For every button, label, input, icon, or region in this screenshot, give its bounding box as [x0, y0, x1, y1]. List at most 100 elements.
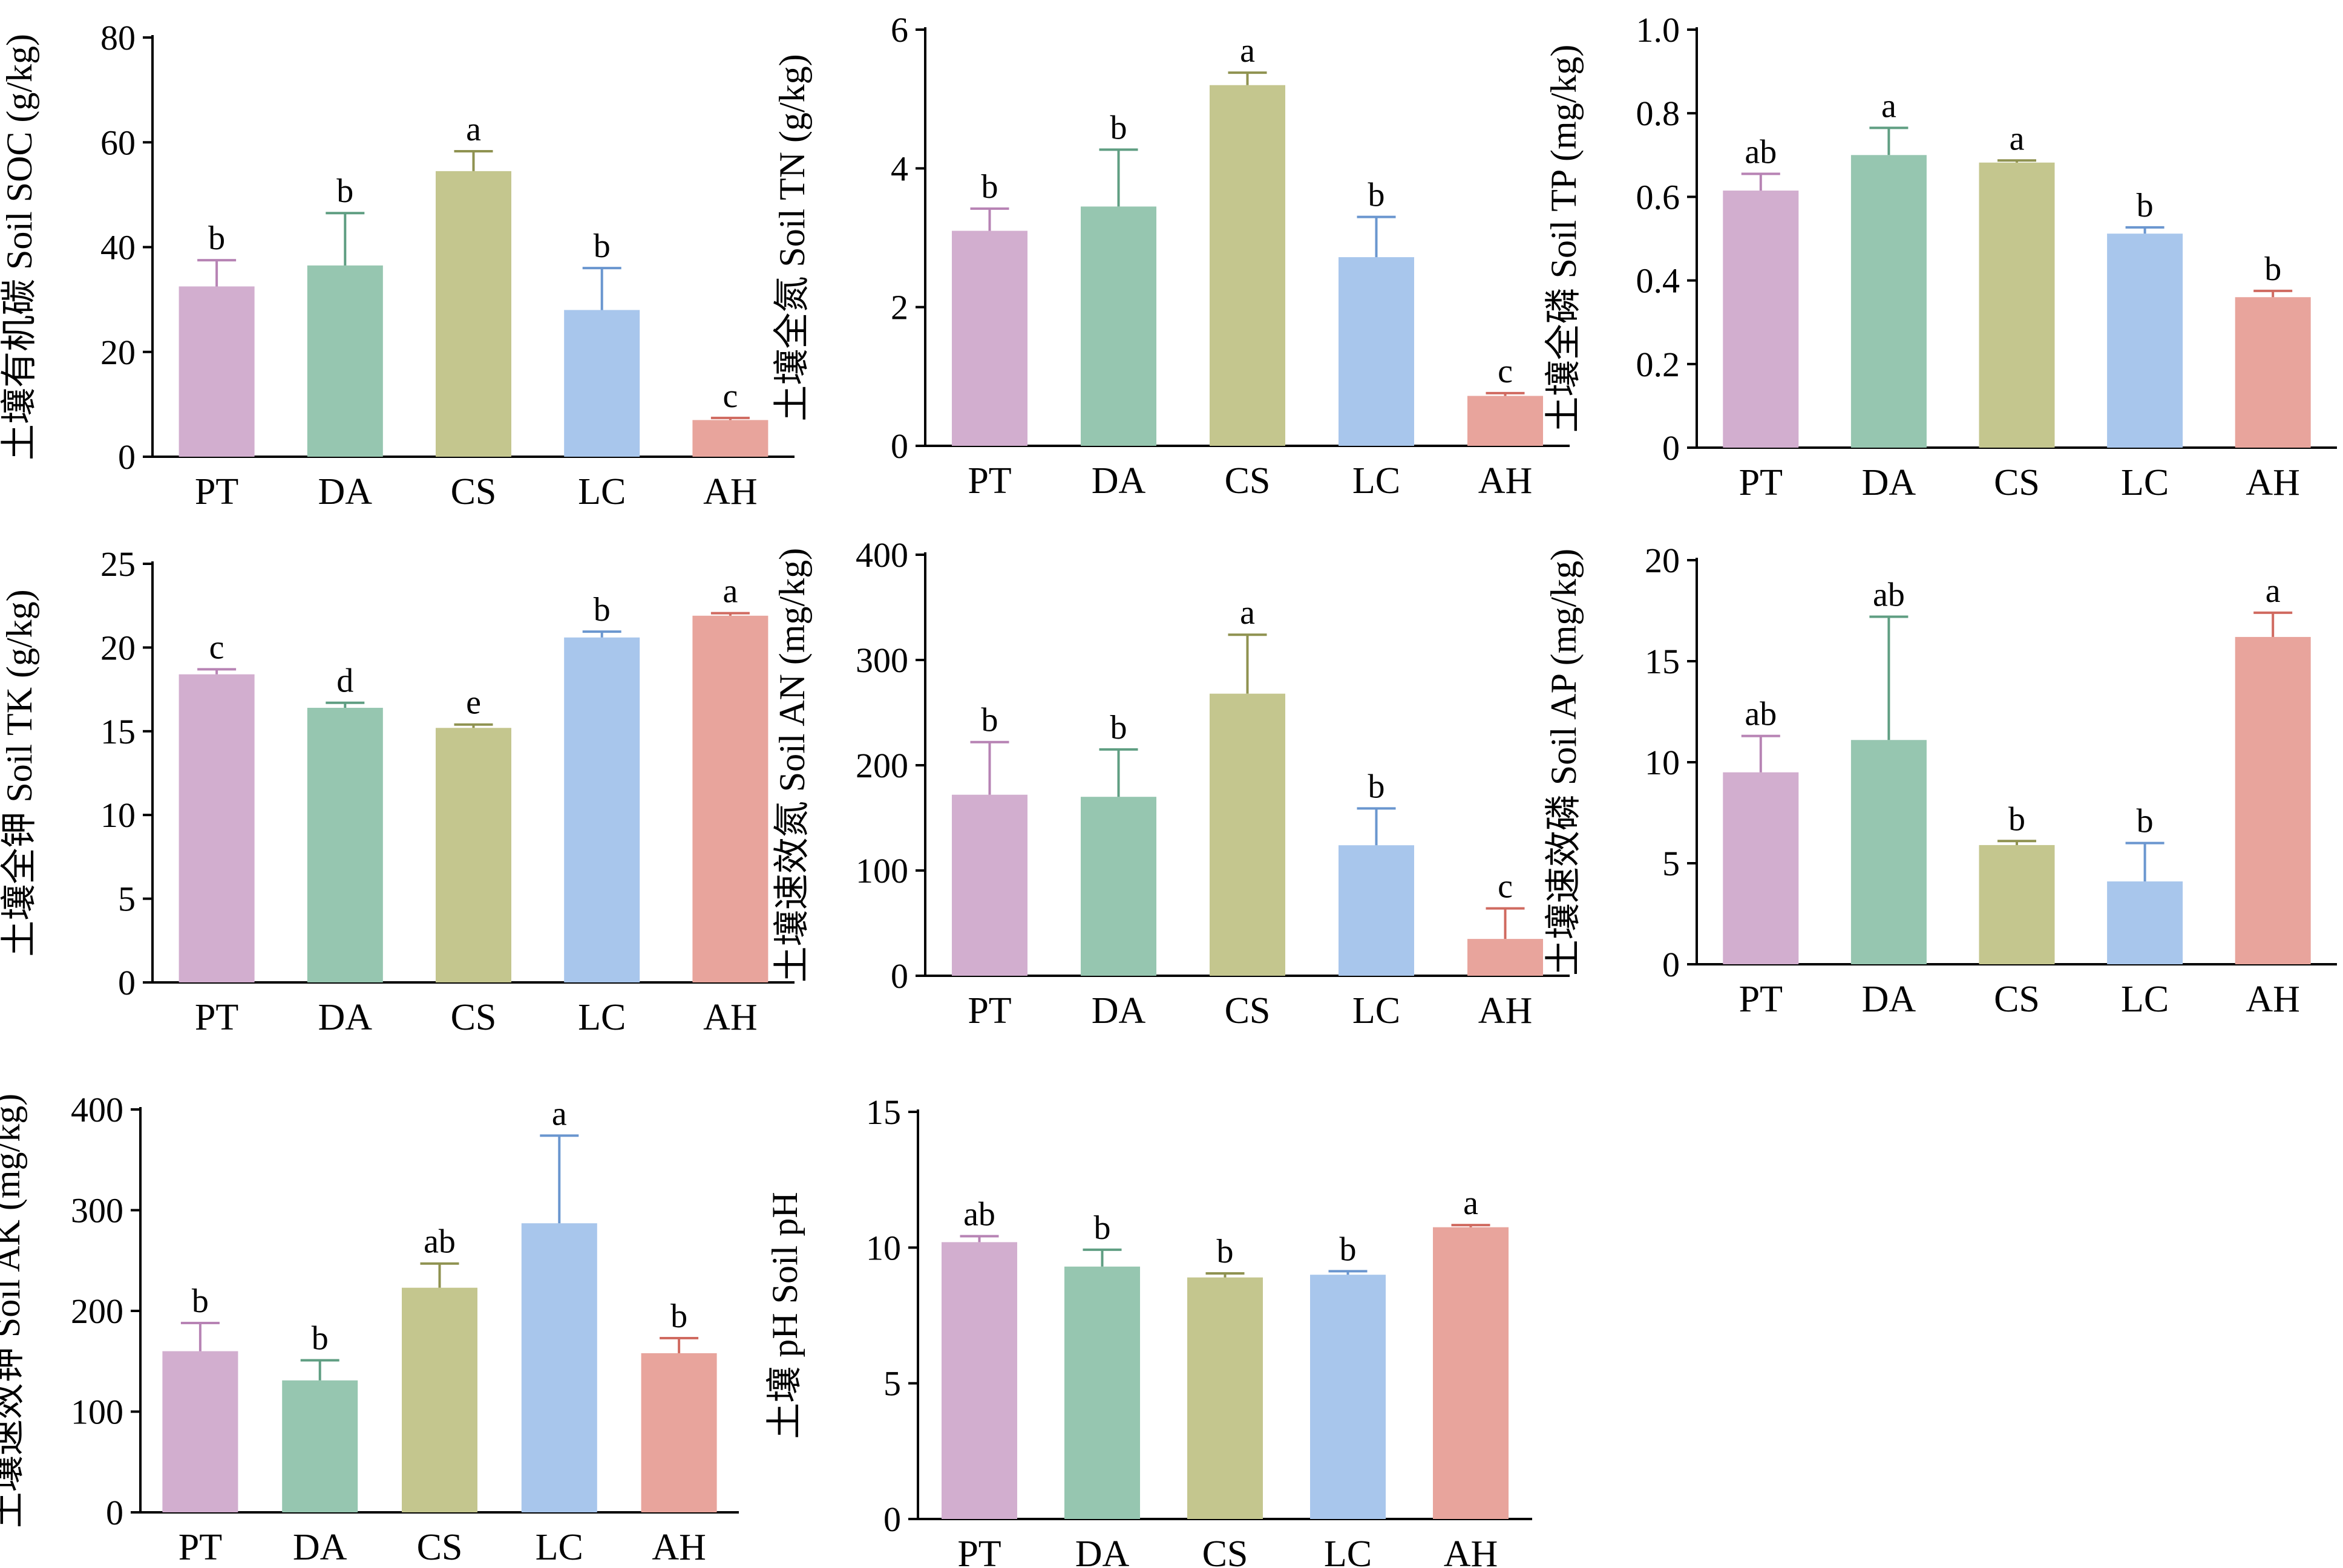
y-tick-label: 5: [883, 1364, 901, 1403]
y-tick-label: 400: [71, 1090, 123, 1129]
chart-panel: 0 100 200 300 400 土壤速效氮 Soil AN (mg/kg) b PT b DA…: [772, 535, 1570, 1031]
x-tick-label: AH: [703, 471, 758, 512]
chart-panel: 0 2 4 6 土壤全氮 Soil TN (g/kg) b PT b DA a CS b LC c AH: [772, 10, 1570, 501]
bar-pt: [952, 230, 1027, 446]
bar-cs: [436, 728, 511, 982]
significance-letter: e: [466, 684, 481, 722]
x-tick-label: LC: [578, 471, 626, 512]
significance-letter: b: [594, 591, 611, 629]
significance-letter: b: [1368, 177, 1385, 214]
significance-letter: b: [2264, 250, 2281, 288]
y-tick-label: 0: [891, 426, 908, 466]
bar-ah: [1467, 396, 1543, 446]
significance-letter: b: [2008, 800, 2025, 838]
y-tick-label: 300: [856, 641, 908, 680]
significance-letter: b: [981, 168, 998, 206]
significance-letter: b: [1110, 109, 1127, 146]
y-tick-label: 0: [1662, 428, 1680, 468]
bar-pt: [179, 674, 255, 982]
significance-letter: b: [208, 220, 225, 257]
y-tick-label: 100: [71, 1393, 123, 1432]
significance-letter: c: [723, 377, 738, 415]
x-tick-label: CS: [451, 997, 497, 1038]
bar-pt: [952, 794, 1027, 976]
bar-da: [1081, 797, 1156, 976]
y-axis-title: 土壤全磷 Soil TP (mg/kg): [1544, 45, 1584, 433]
significance-letter: a: [466, 111, 481, 148]
x-tick-label: DA: [318, 471, 373, 512]
x-tick-label: CS: [417, 1527, 463, 1568]
significance-letter: b: [1094, 1209, 1111, 1247]
y-tick-label: 60: [100, 123, 136, 162]
bar-da: [1081, 206, 1156, 446]
y-tick-label: 5: [118, 880, 136, 919]
y-tick-label: 0: [883, 1500, 901, 1539]
x-tick-label: PT: [1739, 462, 1783, 503]
bar-lc: [2107, 234, 2183, 448]
bar-da: [1850, 740, 1927, 964]
significance-letter: b: [594, 227, 611, 265]
bar-ah: [641, 1353, 717, 1512]
y-tick-label: 10: [100, 795, 136, 835]
significance-letter: a: [552, 1095, 567, 1132]
bar-da: [307, 265, 383, 457]
bar-pt: [1723, 191, 1799, 448]
x-tick-label: LC: [578, 997, 626, 1038]
y-tick-label: 0: [118, 963, 136, 1002]
significance-letter: c: [1498, 868, 1513, 906]
significance-letter: ab: [963, 1195, 995, 1233]
x-tick-label: CS: [1225, 990, 1271, 1031]
significance-letter: b: [336, 172, 353, 210]
x-tick-label: AH: [652, 1527, 706, 1568]
significance-letter: ab: [424, 1223, 456, 1261]
x-tick-label: DA: [1075, 1534, 1130, 1568]
x-tick-label: DA: [293, 1527, 347, 1568]
significance-letter: b: [192, 1282, 209, 1320]
bar-cs: [436, 171, 511, 457]
y-tick-label: 25: [100, 544, 136, 584]
significance-letter: b: [312, 1320, 329, 1357]
x-tick-label: CS: [1202, 1534, 1248, 1568]
significance-letter: a: [723, 573, 738, 610]
x-tick-label: PT: [968, 990, 1011, 1031]
y-tick-label: 0: [106, 1493, 123, 1532]
x-tick-label: DA: [1862, 979, 1916, 1020]
x-tick-label: PT: [1739, 979, 1783, 1020]
significance-letter: b: [1110, 709, 1127, 746]
bar-da: [307, 708, 383, 982]
x-tick-label: AH: [1444, 1534, 1498, 1568]
x-tick-label: DA: [318, 997, 373, 1038]
y-tick-label: 0.2: [1636, 345, 1680, 384]
bar-da: [1064, 1266, 1140, 1519]
bar-cs: [1979, 844, 2055, 964]
significance-letter: b: [2137, 803, 2154, 840]
bar-ah: [2235, 636, 2311, 964]
x-tick-label: CS: [1225, 460, 1271, 501]
significance-letter: b: [981, 702, 998, 739]
y-tick-label: 0.8: [1636, 94, 1680, 133]
chart-panel: 0 5 10 15 土壤 pH Soil pH ab PT b DA b CS b LC a AH: [765, 1093, 1532, 1568]
y-tick-label: 40: [100, 228, 136, 267]
y-axis-title: 土壤有机碳 Soil SOC (g/kg): [0, 34, 39, 460]
bar-lc: [564, 310, 640, 457]
significance-letter: a: [2010, 120, 2025, 157]
x-tick-label: PT: [179, 1527, 222, 1568]
x-tick-label: PT: [195, 997, 238, 1038]
y-axis-title: 土壤 pH Soil pH: [765, 1192, 805, 1439]
significance-letter: b: [1340, 1230, 1357, 1268]
bar-da: [282, 1380, 358, 1512]
x-tick-label: LC: [1324, 1534, 1372, 1568]
x-tick-label: LC: [2121, 979, 2169, 1020]
bar-pt: [162, 1351, 238, 1512]
y-tick-label: 10: [1645, 743, 1680, 782]
y-axis-title: 土壤速效氮 Soil AN (mg/kg): [772, 548, 812, 982]
x-tick-label: LC: [1352, 990, 1400, 1031]
y-tick-label: 20: [1645, 541, 1680, 580]
y-axis-title: 土壤全氮 Soil TN (g/kg): [772, 54, 812, 421]
y-tick-label: 200: [856, 746, 908, 785]
bar-lc: [1339, 845, 1414, 976]
x-tick-label: AH: [1478, 990, 1533, 1031]
